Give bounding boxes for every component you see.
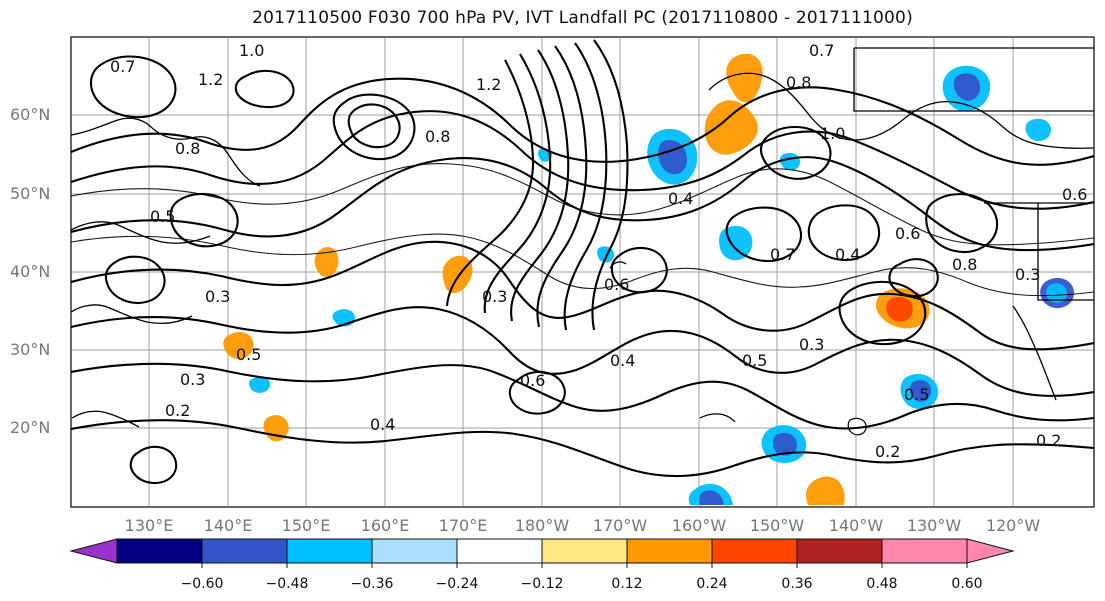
lat-tick-label: 40°N: [10, 262, 50, 281]
colorbar-segment: [881, 538, 968, 564]
map-panel: 0.7 1.0 1.2 0.8 0.5 0.3 0.4 1.2 0.8 0.6 …: [70, 36, 1095, 508]
contour-label: 1.2: [198, 70, 223, 89]
lon-tick-label: 130°W: [907, 516, 962, 535]
lon-tick-label: 150°E: [282, 516, 331, 535]
contour-label: 0.3: [482, 287, 507, 306]
contour-label: 0.5: [150, 207, 175, 226]
colorbar-segment: [711, 538, 798, 564]
contour-label: 0.5: [904, 385, 929, 404]
contour-label: 0.5: [742, 351, 767, 370]
colorbar-label: −0.36: [351, 576, 394, 592]
lat-tick-label: 30°N: [10, 340, 50, 359]
coastlines: [71, 47, 1094, 428]
colorbar: −0.60 −0.48 −0.36 −0.24 −0.12 0.12 0.24 …: [69, 538, 1015, 592]
contour-label: 0.8: [175, 139, 200, 158]
contour-label: 1.2: [476, 75, 501, 94]
contour-label: 0.6: [520, 371, 545, 390]
colorbar-label: 0.60: [951, 576, 982, 592]
map-title: 2017110500 F030 700 hPa PV, IVT Landfall…: [252, 8, 913, 28]
latitude-ticks: 20°N 30°N 40°N 50°N 60°N: [10, 105, 50, 437]
contour-labels: 0.7 1.0 1.2 0.8 0.5 0.3 0.4 1.2 0.8 0.6 …: [110, 41, 1087, 461]
contour-label: 0.2: [1036, 431, 1061, 450]
lon-tick-label: 120°W: [986, 516, 1041, 535]
contour-label: 0.3: [799, 335, 824, 354]
contour-label: 0.2: [875, 442, 900, 461]
colorbar-segment: [541, 538, 628, 564]
colorbar-arrow-right: [966, 538, 1015, 564]
colorbar-segment: [456, 538, 543, 564]
contour-label: 0.4: [668, 189, 693, 208]
colorbar-segment: [286, 538, 373, 564]
lon-tick-label: 160°E: [361, 516, 410, 535]
colorbar-label: −0.48: [266, 576, 309, 592]
contour-label: 0.8: [952, 255, 977, 274]
contour-label: 0.4: [835, 245, 860, 264]
colorbar-label: 0.48: [866, 576, 897, 592]
lon-tick-label: 170°E: [439, 516, 488, 535]
colorbar-label: 0.36: [781, 576, 812, 592]
contour-label: 0.4: [610, 351, 635, 370]
contour-label: 1.0: [820, 124, 845, 143]
contour-label: 0.8: [425, 127, 450, 146]
colorbar-segment: [116, 538, 203, 564]
contour-label: 0.5: [236, 345, 261, 364]
colorbar-segment: [796, 538, 883, 564]
colorbar-segment: [626, 538, 713, 564]
contour-label: 0.2: [165, 401, 190, 420]
contour-label: 1.0: [239, 41, 264, 60]
colorbar-label: −0.12: [521, 576, 564, 592]
lon-tick-label: 150°W: [750, 516, 805, 535]
contour-label: 0.8: [786, 73, 811, 92]
colorbar-segment: [201, 538, 288, 564]
lon-tick-label: 140°W: [829, 516, 884, 535]
contour-label: 0.3: [1015, 265, 1040, 284]
ivt-contours: [71, 162, 1094, 297]
contour-label: 0.7: [110, 57, 135, 76]
lon-tick-label: 140°E: [204, 516, 253, 535]
colorbar-label: 0.24: [696, 576, 727, 592]
lat-tick-label: 20°N: [10, 418, 50, 437]
longitude-ticks: 130°E 140°E 150°E 160°E 170°E 180°W 170°…: [125, 516, 1041, 535]
lat-tick-label: 60°N: [10, 105, 50, 124]
contour-label: 0.6: [1062, 185, 1087, 204]
colorbar-label: −0.60: [181, 576, 224, 592]
lon-tick-label: 170°W: [593, 516, 648, 535]
colorbar-label: −0.24: [436, 576, 479, 592]
colorbar-arrow-left: [69, 538, 118, 564]
contour-label: 0.6: [895, 224, 920, 243]
contour-label: 0.7: [770, 245, 795, 264]
contour-label: 0.3: [180, 370, 205, 389]
pv-contours: [71, 39, 1094, 485]
contour-label: 0.4: [370, 415, 395, 434]
ivt-shading: [223, 53, 1075, 505]
colorbar-label: 0.12: [611, 576, 642, 592]
lat-tick-label: 50°N: [10, 184, 50, 203]
contour-label: 0.7: [809, 41, 834, 60]
lon-tick-label: 130°E: [125, 516, 174, 535]
lon-tick-label: 160°W: [672, 516, 727, 535]
contour-label: 0.6: [604, 275, 629, 294]
colorbar-segment: [371, 538, 458, 564]
lon-tick-label: 180°W: [515, 516, 570, 535]
contour-label: 0.3: [205, 287, 230, 306]
